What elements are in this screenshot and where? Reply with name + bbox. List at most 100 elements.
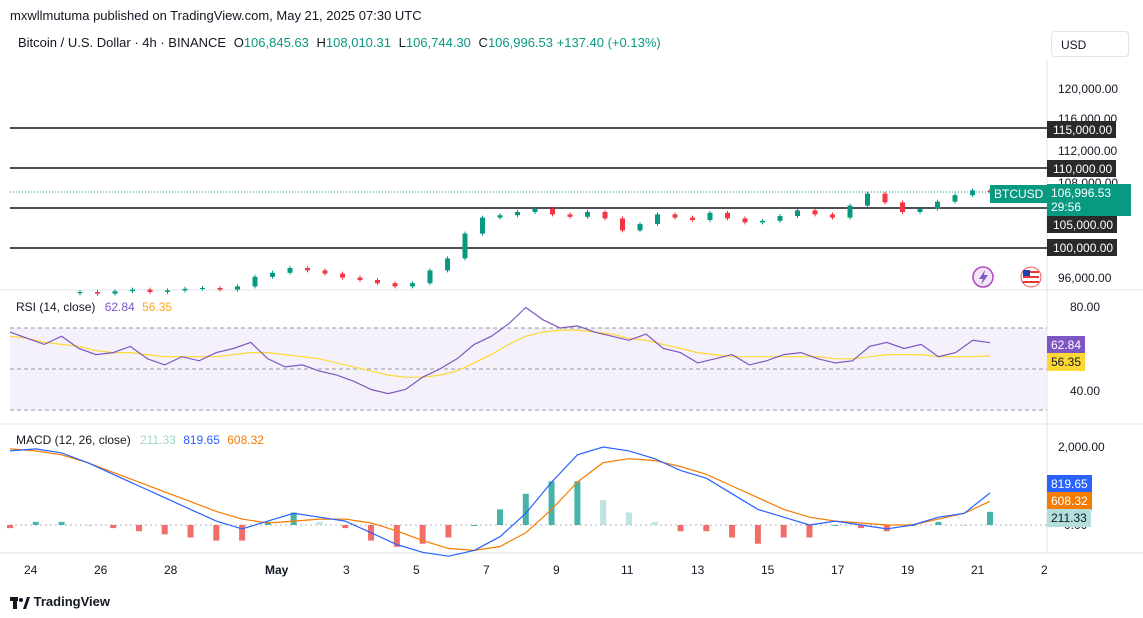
candle: [742, 218, 748, 223]
macd-histogram-bar: [161, 525, 168, 535]
macd-histogram-bar: [987, 511, 993, 525]
candle: [532, 208, 538, 212]
time-tick: 15: [761, 563, 775, 577]
macd-histogram-bar: [780, 525, 787, 538]
lightning-icon[interactable]: [972, 266, 994, 288]
currency-selector[interactable]: USD: [1051, 31, 1129, 57]
candle: [77, 292, 83, 294]
macd-histogram-bar: [754, 525, 761, 544]
candle: [777, 216, 783, 221]
macd-histogram-bar: [110, 525, 117, 529]
close-value: 106,996.53: [487, 35, 554, 50]
macd-legend: MACD (12, 26, close) 211.33 819.65 608.3…: [16, 433, 264, 447]
time-tick: 17: [831, 563, 845, 577]
symbol-legend: Bitcoin / U.S. Dollar · 4h · BINANCE O10…: [18, 35, 661, 50]
rsi-value-pill: 62.84: [1047, 336, 1086, 354]
macd-histogram-bar: [651, 521, 658, 525]
macd-histogram-bar: [961, 525, 968, 526]
us-flag-icon[interactable]: [1020, 266, 1042, 288]
macd-histogram-bar: [729, 525, 736, 538]
rsi-line: [9, 306, 991, 395]
macd-histogram-bar: [935, 521, 942, 525]
macd-tick-2000: 2,000.00: [1058, 440, 1105, 454]
candle: [707, 212, 713, 220]
price-tick-96000: 96,000.00: [1058, 271, 1112, 285]
macd-histogram-bar: [7, 525, 13, 529]
time-tick: 24: [24, 563, 38, 577]
time-tick: 26: [94, 563, 108, 577]
macd-histogram-bar: [419, 525, 426, 544]
candle: [725, 212, 730, 219]
candle: [672, 214, 678, 218]
time-tick: 9: [553, 563, 560, 577]
macd-histogram-bar: [883, 525, 890, 532]
change-value: +137.40 (+0.13%): [556, 35, 661, 50]
macd-histogram-bar: [290, 512, 297, 525]
rsi-tick-80: 80.00: [1070, 300, 1101, 314]
time-tick: 19: [901, 563, 915, 577]
candle: [200, 288, 205, 289]
candle: [655, 214, 660, 224]
rsi-ma-pill: 56.35: [1047, 353, 1086, 371]
macd-histogram-bar: [187, 525, 194, 538]
macd-histogram-bar: [703, 525, 710, 532]
macd-histogram-bar: [213, 525, 220, 541]
publisher-line: mxwllmutuma published on TradingView.com…: [10, 8, 422, 23]
price-tick-112000: 112,000.00: [1058, 144, 1118, 158]
candle: [410, 283, 415, 287]
candle: [515, 212, 520, 216]
candle: [970, 190, 975, 196]
candle: [357, 277, 363, 280]
time-tick: 5: [413, 563, 420, 577]
candle: [252, 276, 258, 287]
macd-histogram-bar: [84, 525, 91, 526]
macd-histogram-bar: [574, 481, 581, 525]
candle: [375, 280, 380, 284]
tradingview-logo[interactable]: TradingView: [10, 594, 110, 609]
candle: [795, 210, 800, 216]
price-tick-120000: 120,000.00: [1058, 82, 1119, 96]
candle: [305, 268, 310, 271]
candle: [462, 233, 468, 259]
macd-histogram-bar: [677, 525, 684, 532]
time-tick: 28: [164, 563, 178, 577]
candle: [497, 215, 503, 218]
level-105000-label: 105,000.00: [1047, 216, 1118, 233]
macd-histogram-bar: [600, 500, 607, 525]
macd-histogram-bar: [497, 509, 503, 525]
macd-histogram-bar: [393, 525, 400, 547]
signal-line: [9, 448, 991, 552]
time-tick: 3: [343, 563, 350, 577]
level-100000-label: 100,000.00: [1047, 239, 1118, 256]
candle: [865, 193, 870, 206]
high-value: 108,010.31: [325, 35, 391, 50]
macd-histogram-bar: [58, 521, 65, 525]
low-value: 106,744.30: [405, 35, 471, 50]
candle: [637, 224, 643, 231]
candle: [270, 272, 275, 277]
level-110000-label: 110,000.00: [1047, 160, 1117, 177]
macd-histogram-bar: [239, 525, 246, 541]
time-tick: 21: [971, 563, 985, 577]
rsi-legend: RSI (14, close) 62.84 56.35: [16, 300, 173, 314]
candle: [917, 208, 923, 212]
macd-histogram-bar: [342, 525, 349, 529]
time-tick: 13: [691, 563, 705, 577]
candle: [165, 290, 170, 292]
candle: [95, 292, 100, 294]
macd-histogram-bar: [445, 525, 452, 538]
candle: [585, 212, 590, 217]
candle: [567, 214, 573, 217]
macd-histogram-bar: [548, 481, 555, 525]
symbol-name: Bitcoin / U.S. Dollar · 4h · BINANCE: [18, 35, 227, 50]
macd-histogram-bar: [135, 525, 142, 532]
macd-histogram-bar: [625, 512, 632, 525]
macd-histogram-bar: [316, 521, 323, 525]
candle: [322, 270, 328, 274]
candle: [427, 270, 433, 284]
histogram-value-pill: 211.33: [1047, 509, 1091, 527]
candle: [340, 273, 345, 278]
candle: [445, 258, 450, 271]
open-value: 106,845.63: [243, 35, 309, 50]
